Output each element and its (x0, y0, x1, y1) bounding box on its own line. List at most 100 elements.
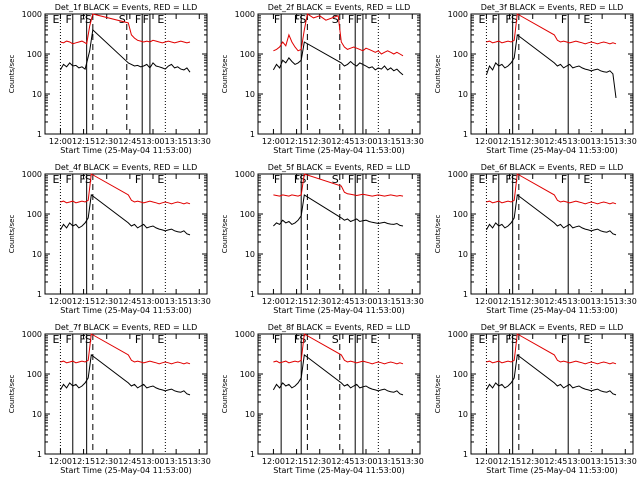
y-tick-label: 1 (463, 290, 468, 299)
x-axis-label: Start Time (25-May-04 11:53:00) (486, 306, 617, 315)
chart-panel: Det_7f BLACK = Events, RED = LLD 1 10 100 10… (8, 323, 211, 475)
marker-label: F (274, 333, 280, 346)
marker-label: S (511, 13, 518, 26)
y-tick-label: 10 (458, 410, 468, 419)
y-tick-label: 1000 (448, 10, 468, 19)
marker-label: F (294, 173, 300, 186)
events-series-line (59, 193, 191, 236)
lld-series-line (486, 173, 617, 205)
y-tick-label: 1000 (448, 330, 468, 339)
marker-label: E (370, 173, 377, 186)
x-tick-label: 13:30 (401, 137, 424, 146)
x-tick-label: 12:00 (262, 137, 285, 146)
x-tick-label: 12:00 (475, 297, 498, 306)
x-tick-label: 13:15 (378, 297, 401, 306)
plot-frame (257, 13, 421, 135)
y-tick-label: 1000 (448, 170, 468, 179)
x-tick-label: 13:30 (188, 137, 211, 146)
marker-label: S (332, 13, 339, 26)
marker-label: S (119, 13, 126, 26)
x-axis-label: Start Time (25-May-04 11:53:00) (273, 146, 404, 155)
x-tick-label: 13:00 (141, 137, 164, 146)
y-tick-label: 10 (32, 250, 42, 259)
y-tick-label: 1000 (22, 170, 42, 179)
marker-label: F (79, 173, 85, 186)
x-tick-label: 12:00 (475, 457, 498, 466)
marker-label: F (79, 333, 85, 346)
y-tick-label: 1000 (235, 330, 255, 339)
x-tick-label: 13:00 (567, 137, 590, 146)
x-tick-label: 12:15 (285, 137, 308, 146)
y-tick-label: 100 (240, 210, 255, 219)
x-tick-label: 13:30 (188, 457, 211, 466)
chart-title: Det_9f BLACK = Events, RED = LLD (481, 323, 624, 332)
y-tick-label: 100 (27, 370, 42, 379)
plot-frame (470, 13, 634, 135)
x-tick-label: 12:00 (262, 457, 285, 466)
x-tick-label: 12:45 (544, 137, 567, 146)
marker-label: F (65, 13, 71, 26)
marker-label: E (583, 333, 590, 346)
x-tick-label: 12:15 (72, 137, 95, 146)
x-tick-label: 12:15 (72, 297, 95, 306)
chart-title: Det_2f BLACK = Events, RED = LLD (268, 3, 411, 12)
y-axis-label: Counts/sec (221, 215, 229, 254)
x-axis-label: Start Time (25-May-04 11:53:00) (60, 146, 191, 155)
plot-frame (44, 13, 208, 135)
chart-title: Det_7f BLACK = Events, RED = LLD (55, 323, 198, 332)
x-tick-label: 12:45 (331, 297, 354, 306)
events-series-line (485, 353, 617, 396)
marker-label: F (294, 13, 300, 26)
x-tick-label: 13:15 (165, 297, 188, 306)
chart-panel: Det_6f BLACK = Events, RED = LLD 1 10 100 10… (434, 163, 637, 315)
marker-label: F (294, 333, 300, 346)
y-tick-label: 10 (245, 410, 255, 419)
x-tick-label: 12:00 (262, 297, 285, 306)
marker-label: F (79, 13, 85, 26)
y-tick-label: 1000 (22, 330, 42, 339)
x-tick-label: 13:15 (591, 457, 614, 466)
x-tick-label: 12:00 (49, 137, 72, 146)
marker-label: F (348, 173, 354, 186)
marker-label: E (52, 333, 59, 346)
events-series-line (272, 353, 404, 396)
marker-label: F (274, 13, 280, 26)
x-tick-label: 12:00 (49, 457, 72, 466)
chart-title: Det_3f BLACK = Events, RED = LLD (481, 3, 624, 12)
events-series-line (273, 194, 404, 227)
y-axis-label: Counts/sec (8, 55, 16, 94)
x-axis-label: Start Time (25-May-04 11:53:00) (273, 306, 404, 315)
chart-title: Det_6f BLACK = Events, RED = LLD (481, 163, 624, 172)
events-series-line (59, 28, 191, 73)
marker-label: F (348, 333, 354, 346)
lld-series-line (486, 13, 617, 45)
x-tick-label: 12:15 (498, 137, 521, 146)
y-tick-label: 1000 (235, 10, 255, 19)
plot-frame (44, 333, 208, 455)
events-series-line (485, 193, 617, 236)
x-axis-label: Start Time (25-May-04 11:53:00) (486, 466, 617, 475)
events-series-line (59, 353, 191, 396)
events-series-line (272, 41, 404, 76)
x-tick-label: 12:15 (72, 457, 95, 466)
x-tick-label: 13:15 (378, 137, 401, 146)
x-tick-label: 13:00 (354, 457, 377, 466)
marker-label: E (370, 13, 377, 26)
x-tick-label: 13:00 (354, 137, 377, 146)
y-tick-label: 100 (240, 370, 255, 379)
x-tick-label: 12:15 (285, 457, 308, 466)
x-tick-label: 12:30 (95, 137, 118, 146)
y-axis-label: Counts/sec (221, 375, 229, 414)
x-tick-label: 12:45 (544, 297, 567, 306)
y-tick-label: 1 (37, 450, 42, 459)
marker-label: E (478, 333, 485, 346)
marker-label: E (157, 13, 164, 26)
x-axis-label: Start Time (25-May-04 11:53:00) (60, 306, 191, 315)
y-axis-label: Counts/sec (8, 375, 16, 414)
x-axis-label: Start Time (25-May-04 11:53:00) (486, 146, 617, 155)
y-tick-label: 100 (240, 50, 255, 59)
marker-label: S (85, 13, 92, 26)
marker-label: E (583, 13, 590, 26)
x-tick-label: 12:15 (498, 457, 521, 466)
x-tick-label: 12:00 (475, 137, 498, 146)
